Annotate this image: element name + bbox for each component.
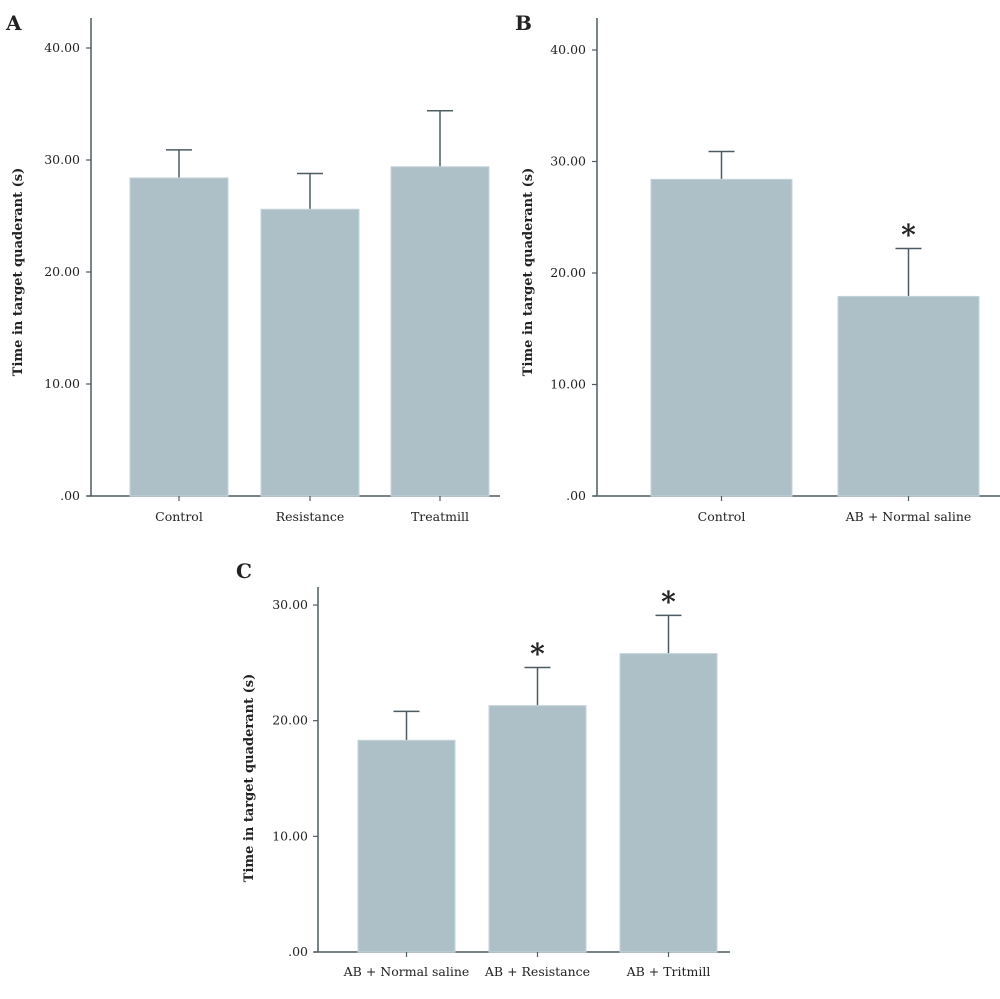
bar: [129, 177, 229, 497]
panel-label: A: [5, 11, 22, 35]
bar: [488, 705, 587, 953]
x-tick-label: AB + Resistance: [484, 964, 590, 979]
y-tick-label: 40.00: [44, 40, 80, 55]
bar: [837, 295, 980, 497]
y-axis-label: Time in target quaderant (s): [242, 674, 257, 882]
panel-c: C .00 10.00 20.00 30.00 Time in target quader…: [236, 559, 730, 979]
x-tick-label: Control: [698, 509, 746, 524]
significance-marker: *: [661, 585, 676, 618]
y-tick-label: 40.00: [550, 42, 586, 57]
y-tick-label: 30.00: [550, 154, 586, 169]
y-tick-label: .00: [566, 488, 586, 503]
y-tick-label: .00: [60, 488, 80, 503]
panel-b: B .00 10.00 20.00 30.00 40.00 Time in target q…: [515, 11, 1000, 524]
panel-a: A .00 10.00 20.00 30.00 40.00 Time in target q…: [5, 11, 500, 524]
bar: [357, 739, 456, 953]
y-axis-label: Time in target quaderant (s): [11, 168, 26, 376]
y-tick-label: 10.00: [550, 377, 586, 392]
y-axis-label: Time in target quaderant (s): [521, 168, 536, 376]
significance-marker: *: [901, 218, 916, 251]
bar: [650, 178, 793, 497]
x-tick-label: AB + Normal saline: [845, 509, 972, 524]
bar: [619, 653, 718, 953]
y-tick-label: 10.00: [272, 828, 308, 843]
y-tick-label: 20.00: [272, 713, 308, 728]
panel-label: C: [236, 559, 252, 583]
x-tick-label: Treatmill: [411, 509, 469, 524]
y-tick-label: 20.00: [44, 264, 80, 279]
significance-marker: *: [530, 637, 545, 670]
y-tick-label: 20.00: [550, 265, 586, 280]
x-tick-label: AB + Tritmill: [626, 964, 711, 979]
bar: [260, 208, 360, 497]
x-tick-label: AB + Normal saline: [343, 964, 470, 979]
y-tick-label: 30.00: [44, 152, 80, 167]
y-tick-label: .00: [288, 944, 308, 959]
x-tick-label: Resistance: [276, 509, 345, 524]
x-tick-label: Control: [155, 509, 203, 524]
panel-label: B: [515, 11, 532, 35]
y-tick-label: 10.00: [44, 376, 80, 391]
y-tick-label: 30.00: [272, 597, 308, 612]
bar: [390, 166, 490, 497]
